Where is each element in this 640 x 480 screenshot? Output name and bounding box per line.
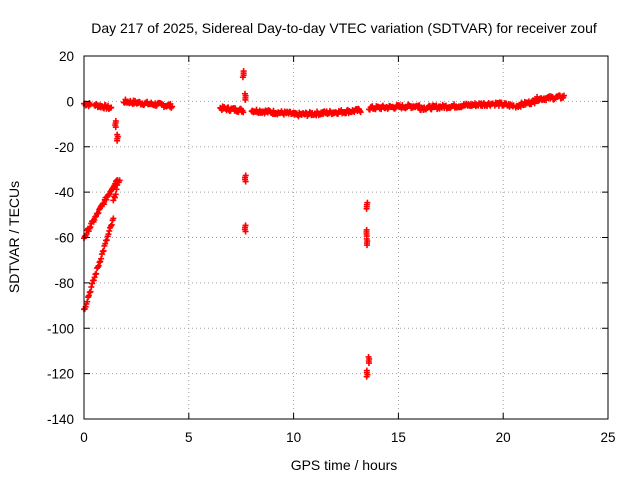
x-tick-label: 25 <box>600 430 615 445</box>
data-point <box>95 262 102 269</box>
data-point <box>105 231 112 238</box>
data-point <box>110 215 117 222</box>
data-point <box>108 221 115 228</box>
data-point <box>357 109 364 116</box>
data-point <box>102 240 109 247</box>
data-point <box>91 274 98 281</box>
y-tick-label: -100 <box>47 321 74 336</box>
y-tick-label: -60 <box>54 231 74 246</box>
data-point <box>84 298 91 305</box>
data-point <box>242 172 249 179</box>
y-tick-label: -20 <box>54 140 74 155</box>
data-point <box>242 222 249 229</box>
data-point <box>240 109 247 116</box>
y-tick-label: -40 <box>54 185 74 200</box>
data-point <box>114 131 121 138</box>
y-tick-label: -120 <box>47 367 74 382</box>
series-layer <box>81 68 567 380</box>
x-tick-label: 0 <box>80 430 88 445</box>
data-point <box>270 107 277 114</box>
data-point <box>363 226 370 233</box>
x-tick-label: 20 <box>496 430 511 445</box>
series-group <box>110 177 123 204</box>
y-axis-label: SDTVAR / TECUs <box>6 181 22 293</box>
series-group <box>81 96 176 112</box>
grid-layer <box>84 56 608 419</box>
series-group <box>366 92 567 114</box>
series-group <box>81 215 117 313</box>
data-point <box>108 104 115 111</box>
data-point <box>90 277 97 284</box>
data-point <box>364 199 371 206</box>
series-group <box>217 103 364 120</box>
series-group <box>112 68 373 380</box>
y-tick-label: 0 <box>66 94 74 109</box>
x-axis-label: GPS time / hours <box>291 457 398 473</box>
data-point <box>88 283 95 290</box>
chart-title: Day 217 of 2025, Sidereal Day-to-day VTE… <box>91 20 597 36</box>
data-point <box>89 280 96 287</box>
x-tick-label: 5 <box>185 430 193 445</box>
series-group <box>81 177 121 242</box>
x-tick-label: 15 <box>391 430 406 445</box>
tick-layer: 0 5 10 15 20 25 -140 -120 -100 -80 -60 -40 -20 0 20 <box>47 49 616 445</box>
data-point <box>103 237 110 244</box>
data-point <box>107 223 114 230</box>
data-point <box>169 103 176 110</box>
data-point <box>365 353 372 360</box>
data-point <box>116 177 123 184</box>
y-tick-label: -140 <box>47 412 74 427</box>
y-tick-label: 20 <box>59 49 74 64</box>
data-point <box>87 288 94 295</box>
data-point <box>363 367 370 374</box>
data-point <box>560 92 567 99</box>
data-point <box>85 292 92 299</box>
data-point <box>93 270 100 277</box>
data-point <box>241 90 248 97</box>
data-point <box>100 247 107 254</box>
data-point <box>428 106 435 113</box>
data-point <box>96 259 103 266</box>
data-point <box>112 191 119 198</box>
x-tick-label: 10 <box>286 430 301 445</box>
y-tick-label: -80 <box>54 276 74 291</box>
data-point <box>112 117 119 124</box>
data-point <box>240 68 247 75</box>
data-point <box>106 227 113 234</box>
data-point <box>98 255 105 262</box>
